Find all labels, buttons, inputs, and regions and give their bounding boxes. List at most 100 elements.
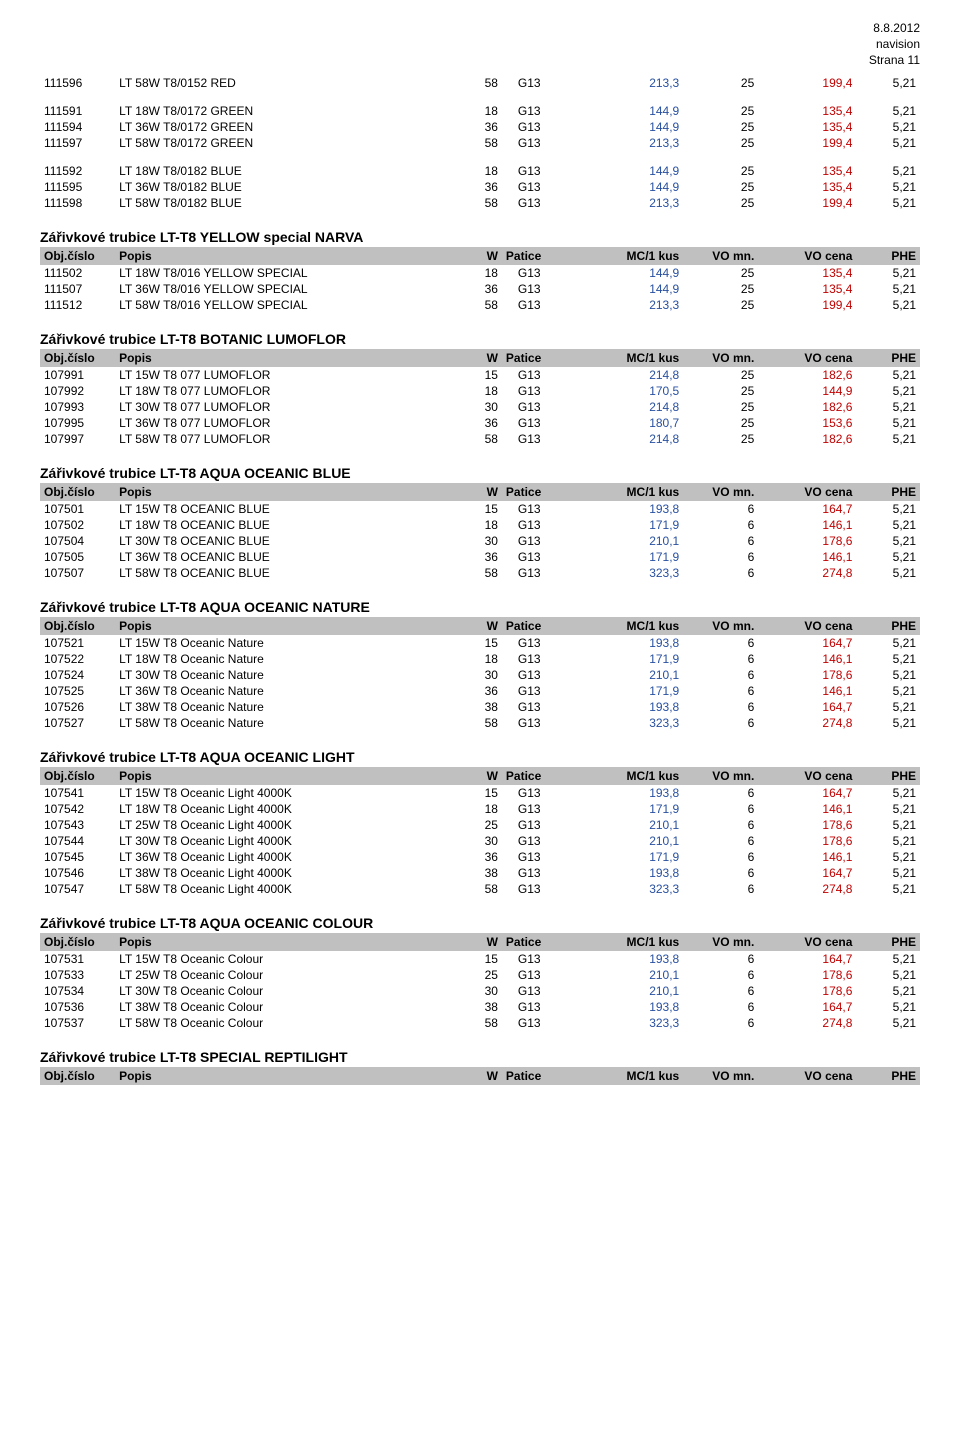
cell-vocena: 178,6 xyxy=(758,817,856,833)
cell-w: 15 xyxy=(450,367,502,383)
section-title: Zářivkové trubice LT-T8 AQUA OCEANIC NAT… xyxy=(40,599,920,615)
cell-obj: 107542 xyxy=(40,801,115,817)
cell-w: 38 xyxy=(450,999,502,1015)
cell-phe: 5,21 xyxy=(856,383,920,399)
cell-vomn: 25 xyxy=(683,281,758,297)
cell-vomn: 25 xyxy=(683,135,758,151)
cell-w: 58 xyxy=(450,715,502,731)
cell-desc: LT 58W T8 OCEANIC BLUE xyxy=(115,565,450,581)
cell-phe: 5,21 xyxy=(856,1015,920,1031)
cell-vomn: 25 xyxy=(683,367,758,383)
cell-vomn: 6 xyxy=(683,1015,758,1031)
cell-w: 18 xyxy=(450,383,502,399)
cell-mc: 193,8 xyxy=(585,785,683,801)
cell-desc: LT 18W T8 077 LUMOFLOR xyxy=(115,383,450,399)
cell-vomn: 6 xyxy=(683,517,758,533)
table-row: 107547LT 58W T8 Oceanic Light 4000K58G13… xyxy=(40,881,920,897)
cell-vocena: 146,1 xyxy=(758,849,856,865)
cell-phe: 5,21 xyxy=(856,195,920,211)
cell-desc: LT 30W T8 OCEANIC BLUE xyxy=(115,533,450,549)
cell-mc: 171,9 xyxy=(585,801,683,817)
cell-desc: LT 15W T8 OCEANIC BLUE xyxy=(115,501,450,517)
hdr-vocena: VO cena xyxy=(758,933,856,951)
cell-w: 36 xyxy=(450,281,502,297)
meta-page: Strana 11 xyxy=(40,52,920,68)
hdr-phe: PHE xyxy=(856,1067,920,1085)
table-row: 111507LT 36W T8/016 YELLOW SPECIAL36G131… xyxy=(40,281,920,297)
cell-phe: 5,21 xyxy=(856,179,920,195)
cell-desc: LT 36W T8/0182 BLUE xyxy=(115,179,450,195)
hdr-mc: MC/1 kus xyxy=(585,617,683,635)
cell-desc: LT 58W T8/016 YELLOW SPECIAL xyxy=(115,297,450,313)
table-row: 107525LT 36W T8 Oceanic Nature36G13171,9… xyxy=(40,683,920,699)
hdr-phe: PHE xyxy=(856,247,920,265)
hdr-phe: PHE xyxy=(856,483,920,501)
hdr-popis: Popis xyxy=(115,767,450,785)
cell-vomn: 6 xyxy=(683,533,758,549)
cell-desc: LT 30W T8 Oceanic Light 4000K xyxy=(115,833,450,849)
table-header-row: Obj.čísloPopisWPaticeMC/1 kusVO mn.VO ce… xyxy=(40,349,920,367)
hdr-vomn: VO mn. xyxy=(683,483,758,501)
cell-phe: 5,21 xyxy=(856,881,920,897)
hdr-vomn: VO mn. xyxy=(683,1067,758,1085)
cell-mc: 323,3 xyxy=(585,1015,683,1031)
cell-patice: G13 xyxy=(502,849,585,865)
cell-vocena: 164,7 xyxy=(758,999,856,1015)
cell-mc: 213,3 xyxy=(585,135,683,151)
cell-w: 15 xyxy=(450,785,502,801)
hdr-obj: Obj.číslo xyxy=(40,483,115,501)
cell-desc: LT 36W T8 077 LUMOFLOR xyxy=(115,415,450,431)
section-table: Obj.čísloPopisWPaticeMC/1 kusVO mn.VO ce… xyxy=(40,349,920,447)
cell-w: 30 xyxy=(450,399,502,415)
cell-mc: 171,9 xyxy=(585,651,683,667)
cell-obj: 111512 xyxy=(40,297,115,313)
cell-mc: 214,8 xyxy=(585,367,683,383)
cell-vocena: 164,7 xyxy=(758,501,856,517)
cell-vocena: 164,7 xyxy=(758,785,856,801)
cell-desc: LT 58W T8/0182 BLUE xyxy=(115,195,450,211)
cell-desc: LT 36W T8 Oceanic Nature xyxy=(115,683,450,699)
table-row: 107993LT 30W T8 077 LUMOFLOR30G13214,825… xyxy=(40,399,920,415)
cell-vocena: 146,1 xyxy=(758,517,856,533)
cell-obj: 111591 xyxy=(40,103,115,119)
cell-phe: 5,21 xyxy=(856,849,920,865)
cell-obj: 107505 xyxy=(40,549,115,565)
cell-phe: 5,21 xyxy=(856,967,920,983)
section-table: Obj.čísloPopisWPaticeMC/1 kusVO mn.VO ce… xyxy=(40,1067,920,1085)
hdr-patice: Patice xyxy=(502,933,585,951)
cell-patice: G13 xyxy=(502,163,585,179)
hdr-popis: Popis xyxy=(115,1067,450,1085)
section-table: Obj.čísloPopisWPaticeMC/1 kusVO mn.VO ce… xyxy=(40,933,920,1031)
hdr-phe: PHE xyxy=(856,767,920,785)
cell-vomn: 25 xyxy=(683,75,758,91)
cell-phe: 5,21 xyxy=(856,281,920,297)
cell-patice: G13 xyxy=(502,383,585,399)
hdr-vomn: VO mn. xyxy=(683,349,758,367)
cell-patice: G13 xyxy=(502,75,585,91)
cell-phe: 5,21 xyxy=(856,817,920,833)
cell-patice: G13 xyxy=(502,119,585,135)
hdr-patice: Patice xyxy=(502,247,585,265)
cell-obj: 107997 xyxy=(40,431,115,447)
top-table: 111596LT 58W T8/0152 RED58G13213,325199,… xyxy=(40,75,920,211)
table-row: 111598LT 58W T8/0182 BLUE58G13213,325199… xyxy=(40,195,920,211)
cell-vocena: 199,4 xyxy=(758,135,856,151)
cell-w: 18 xyxy=(450,265,502,281)
cell-phe: 5,21 xyxy=(856,119,920,135)
cell-patice: G13 xyxy=(502,785,585,801)
cell-vocena: 135,4 xyxy=(758,103,856,119)
hdr-patice: Patice xyxy=(502,767,585,785)
hdr-vocena: VO cena xyxy=(758,1067,856,1085)
hdr-mc: MC/1 kus xyxy=(585,247,683,265)
cell-vomn: 6 xyxy=(683,785,758,801)
cell-w: 30 xyxy=(450,983,502,999)
cell-vocena: 135,4 xyxy=(758,281,856,297)
cell-mc: 171,9 xyxy=(585,517,683,533)
cell-desc: LT 18W T8/0182 BLUE xyxy=(115,163,450,179)
table-row: 111595LT 36W T8/0182 BLUE36G13144,925135… xyxy=(40,179,920,195)
section-title: Zářivkové trubice LT-T8 BOTANIC LUMOFLOR xyxy=(40,331,920,347)
cell-vomn: 25 xyxy=(683,195,758,211)
cell-mc: 193,8 xyxy=(585,999,683,1015)
cell-vomn: 6 xyxy=(683,865,758,881)
cell-w: 36 xyxy=(450,119,502,135)
